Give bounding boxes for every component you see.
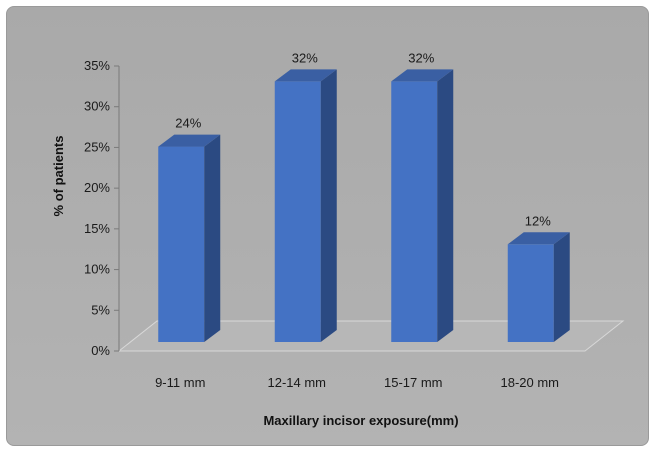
x-tick-label: 18-20 mm (500, 375, 559, 390)
y-tick-label: 10% (84, 262, 110, 277)
bar-top (507, 232, 570, 245)
y-tick-label: 5% (91, 302, 110, 317)
bar-side (437, 69, 454, 342)
bar (391, 69, 454, 342)
y-tick-label: 25% (84, 139, 110, 154)
data-label: 24% (175, 116, 201, 131)
x-tick-label: 9-11 mm (155, 375, 205, 390)
y-tick-label: 35% (84, 58, 110, 73)
bar-front (507, 244, 554, 342)
y-tick-label: 0% (91, 343, 110, 358)
chart-floor (117, 66, 625, 352)
bar-front (274, 81, 321, 342)
data-label: 32% (292, 50, 318, 65)
bar-front (391, 81, 438, 342)
y-axis: 0% 5% 10% 15% 20% 25% 30% 35% (84, 58, 119, 358)
y-tick-label: 30% (84, 99, 110, 114)
y-tick-label: 15% (84, 221, 110, 236)
bar-side (553, 232, 570, 342)
bar-top (391, 69, 454, 82)
bars: 24% 32% 32% 12% (158, 50, 570, 342)
bar-side (204, 134, 221, 342)
bar (274, 69, 337, 342)
x-axis: 9-11 mm 12-14 mm 15-17 mm 18-20 mm (155, 375, 559, 390)
bar-top (274, 69, 337, 82)
y-tick-label: 20% (84, 180, 110, 195)
data-label: 32% (408, 50, 434, 65)
x-axis-title: Maxillary incisor exposure(mm) (263, 413, 458, 428)
bar (507, 232, 570, 342)
bar-front (158, 146, 205, 342)
x-tick-label: 12-14 mm (267, 375, 326, 390)
x-tick-label: 15-17 mm (384, 375, 443, 390)
bar-side (320, 69, 337, 342)
bar-top (158, 134, 221, 147)
y-axis-title: % of patients (51, 136, 66, 217)
bar (158, 134, 221, 342)
data-label: 12% (525, 213, 551, 228)
floor-plane (117, 320, 625, 352)
